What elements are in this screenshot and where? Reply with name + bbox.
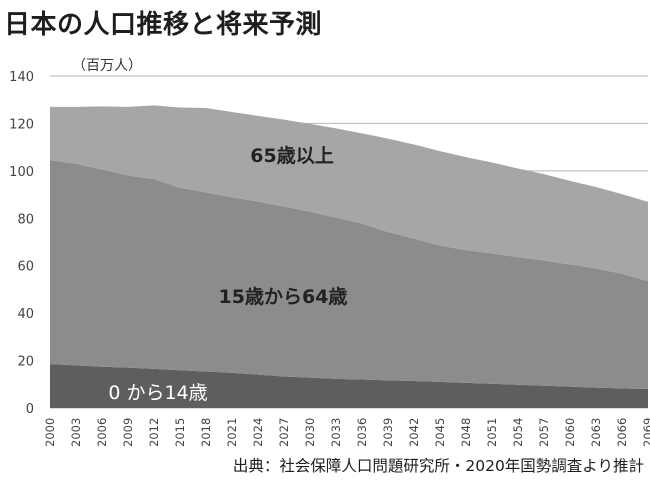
x-tick-label: 2012 bbox=[147, 418, 161, 447]
y-axis-unit: （百万人） bbox=[72, 58, 142, 74]
x-tick-label: 2051 bbox=[485, 418, 499, 447]
x-tick-label: 2030 bbox=[303, 418, 317, 447]
x-axis-ticks: 2000 2003 2006 2009 2012 2015 2018 2021 2024 2027… bbox=[43, 418, 650, 447]
y-tick-label: 40 bbox=[17, 307, 34, 322]
x-tick-label: 2009 bbox=[121, 418, 135, 447]
x-tick-label: 2021 bbox=[225, 418, 239, 447]
y-axis-ticks: 0 20 40 60 80 100 120 140 bbox=[9, 70, 34, 417]
x-tick-label: 2069 bbox=[641, 418, 650, 447]
x-tick-label: 2033 bbox=[329, 418, 343, 447]
source-note: 出典：社会保障人口問題研究所・2020年国勢調査より推計 bbox=[232, 457, 644, 475]
chart-title: 日本の人口推移と将来予測 bbox=[4, 10, 323, 40]
label-15-to-64: 15歳から64歳 bbox=[219, 286, 348, 308]
area-age-15-64 bbox=[50, 160, 648, 390]
x-tick-label: 2006 bbox=[95, 418, 109, 447]
area-age-65-plus bbox=[50, 105, 648, 282]
x-tick-label: 2003 bbox=[69, 418, 83, 447]
x-tick-label: 2045 bbox=[433, 418, 447, 447]
y-tick-label: 100 bbox=[9, 165, 34, 180]
y-tick-label: 60 bbox=[17, 260, 34, 275]
y-tick-label: 0 bbox=[26, 402, 34, 417]
x-tick-label: 2024 bbox=[251, 418, 265, 447]
label-65-plus: 65歳以上 bbox=[250, 145, 333, 167]
x-tick-label: 2066 bbox=[615, 418, 629, 447]
x-tick-label: 2060 bbox=[563, 418, 577, 447]
x-tick-label: 2063 bbox=[589, 418, 603, 447]
area-series bbox=[50, 105, 648, 408]
x-tick-label: 2054 bbox=[511, 418, 525, 447]
x-tick-label: 2000 bbox=[43, 418, 57, 447]
x-tick-label: 2048 bbox=[459, 418, 473, 447]
x-tick-label: 2018 bbox=[199, 418, 213, 447]
y-tick-label: 80 bbox=[17, 212, 34, 227]
x-tick-label: 2057 bbox=[537, 418, 551, 447]
label-0-to-14: 0 から14歳 bbox=[108, 382, 207, 404]
x-tick-label: 2015 bbox=[173, 418, 187, 447]
y-tick-label: 140 bbox=[9, 70, 34, 85]
x-tick-label: 2036 bbox=[355, 418, 369, 447]
area-age-0-14 bbox=[50, 364, 648, 408]
x-tick-label: 2042 bbox=[407, 418, 421, 447]
x-tick-label: 2039 bbox=[381, 418, 395, 447]
x-tick-label: 2027 bbox=[277, 418, 291, 447]
y-tick-label: 20 bbox=[17, 355, 34, 370]
y-tick-label: 120 bbox=[9, 117, 34, 132]
